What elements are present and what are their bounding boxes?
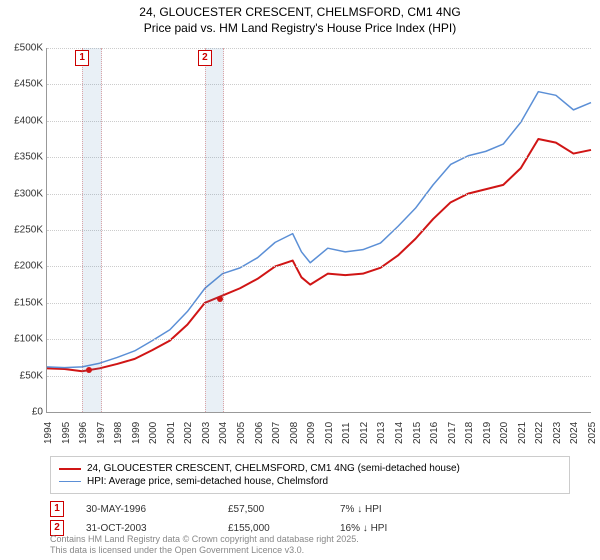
gridline — [47, 376, 591, 377]
sales-table: 130-MAY-1996£57,5007% ↓ HPI231-OCT-2003£… — [50, 498, 430, 539]
y-axis-label: £150K — [0, 297, 47, 308]
footer-line-2: This data is licensed under the Open Gov… — [50, 545, 359, 556]
x-axis-label: 2002 — [183, 422, 194, 444]
x-axis-label: 2014 — [394, 422, 405, 444]
y-axis-label: £350K — [0, 152, 47, 163]
y-axis-label: £500K — [0, 43, 47, 54]
x-axis-label: 2010 — [324, 422, 335, 444]
x-axis-label: 2019 — [482, 422, 493, 444]
x-axis-label: 2000 — [148, 422, 159, 444]
x-axis-label: 2015 — [412, 422, 423, 444]
title-line-1: 24, GLOUCESTER CRESCENT, CHELMSFORD, CM1… — [0, 4, 600, 20]
gridline — [47, 157, 591, 158]
x-axis-label: 1998 — [113, 422, 124, 444]
y-axis-label: £200K — [0, 261, 47, 272]
x-axis-label: 2012 — [359, 422, 370, 444]
sale-hpi-diff: 7% ↓ HPI — [340, 504, 430, 515]
gridline — [47, 194, 591, 195]
legend-swatch — [59, 481, 81, 482]
legend-label: HPI: Average price, semi-detached house,… — [87, 476, 328, 487]
x-axis-label: 2003 — [201, 422, 212, 444]
sale-date: 31-OCT-2003 — [86, 523, 206, 534]
x-axis-label: 2013 — [376, 422, 387, 444]
y-axis-label: £400K — [0, 115, 47, 126]
y-axis-label: £250K — [0, 225, 47, 236]
y-axis-label: £450K — [0, 79, 47, 90]
legend-label: 24, GLOUCESTER CRESCENT, CHELMSFORD, CM1… — [87, 463, 460, 474]
legend-box: 24, GLOUCESTER CRESCENT, CHELMSFORD, CM1… — [50, 456, 570, 494]
gridline — [47, 84, 591, 85]
title-line-2: Price paid vs. HM Land Registry's House … — [0, 20, 600, 36]
x-axis-label: 1999 — [131, 422, 142, 444]
x-axis-label: 2020 — [499, 422, 510, 444]
x-axis-label: 2009 — [306, 422, 317, 444]
sale-date: 30-MAY-1996 — [86, 504, 206, 515]
gridline — [47, 230, 591, 231]
sale-point — [217, 296, 223, 302]
legend-row: 24, GLOUCESTER CRESCENT, CHELMSFORD, CM1… — [59, 463, 561, 474]
sale-price: £155,000 — [228, 523, 318, 534]
x-axis-label: 1997 — [96, 422, 107, 444]
sale-marker-tag: 1 — [50, 501, 64, 517]
ownership-band — [205, 48, 225, 412]
x-axis-label: 1995 — [61, 422, 72, 444]
x-axis-label: 2018 — [464, 422, 475, 444]
sale-hpi-diff: 16% ↓ HPI — [340, 523, 430, 534]
x-axis-label: 2017 — [447, 422, 458, 444]
gridline — [47, 121, 591, 122]
sale-marker-tag: 1 — [75, 50, 89, 66]
y-axis-label: £0 — [0, 407, 47, 418]
x-axis-label: 2011 — [341, 422, 352, 444]
legend-swatch — [59, 468, 81, 470]
y-axis-label: £50K — [0, 370, 47, 381]
gridline — [47, 339, 591, 340]
legend-row: HPI: Average price, semi-detached house,… — [59, 476, 561, 487]
y-axis-label: £300K — [0, 188, 47, 199]
gridline — [47, 48, 591, 49]
x-axis-label: 2023 — [552, 422, 563, 444]
x-axis-label: 2007 — [271, 422, 282, 444]
x-axis-label: 2005 — [236, 422, 247, 444]
x-axis-label: 2001 — [166, 422, 177, 444]
footer-line-1: Contains HM Land Registry data © Crown c… — [50, 534, 359, 545]
x-axis-label: 2022 — [534, 422, 545, 444]
y-axis-label: £100K — [0, 334, 47, 345]
sale-point — [86, 367, 92, 373]
x-axis-label: 2006 — [254, 422, 265, 444]
ownership-band — [82, 48, 102, 412]
x-axis-label: 2024 — [569, 422, 580, 444]
gridline — [47, 303, 591, 304]
sale-row: 1 30-MAY-1996 £57,500 7% ↓ HPI — [50, 501, 430, 517]
x-axis-label: 2021 — [517, 422, 528, 444]
x-axis-label: 2025 — [587, 422, 598, 444]
x-axis-label: 1996 — [78, 422, 89, 444]
x-axis-label: 2004 — [218, 422, 229, 444]
chart-plot-area: £0£50K£100K£150K£200K£250K£300K£350K£400… — [46, 48, 591, 413]
x-axis-label: 2008 — [289, 422, 300, 444]
attribution-footer: Contains HM Land Registry data © Crown c… — [50, 534, 359, 556]
x-axis-label: 2016 — [429, 422, 440, 444]
x-axis-label: 1994 — [43, 422, 54, 444]
chart-container: 24, GLOUCESTER CRESCENT, CHELMSFORD, CM1… — [0, 0, 600, 560]
sale-marker-tag: 2 — [198, 50, 212, 66]
gridline — [47, 266, 591, 267]
sale-price: £57,500 — [228, 504, 318, 515]
title-block: 24, GLOUCESTER CRESCENT, CHELMSFORD, CM1… — [0, 0, 600, 36]
